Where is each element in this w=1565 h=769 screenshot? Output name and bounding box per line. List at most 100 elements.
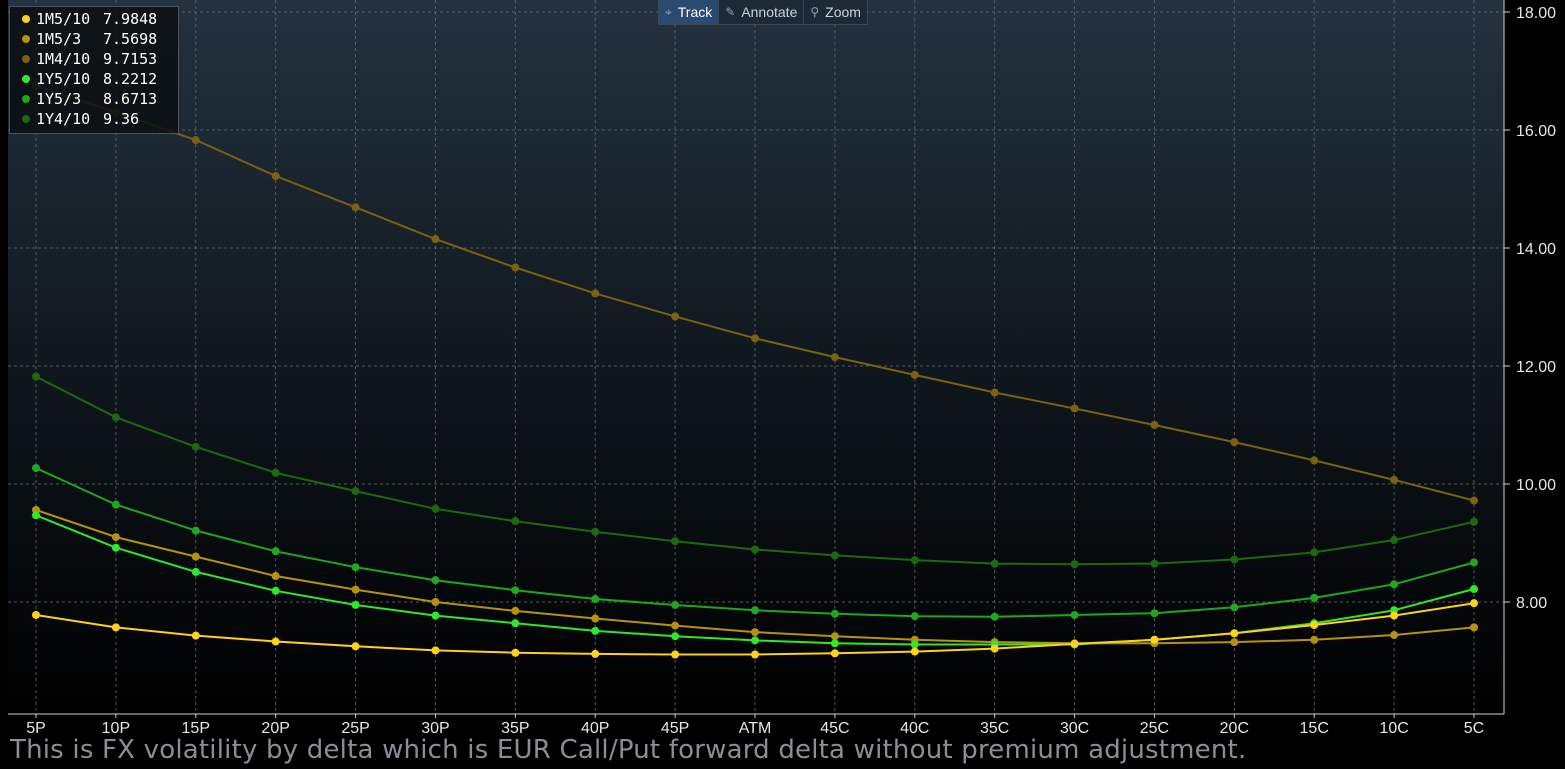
data-point[interactable] <box>910 612 919 621</box>
data-point[interactable] <box>910 640 919 649</box>
data-point[interactable] <box>1230 638 1239 647</box>
data-point[interactable] <box>111 533 120 542</box>
data-point[interactable] <box>671 650 680 659</box>
data-point[interactable] <box>990 612 999 621</box>
data-point[interactable] <box>1470 517 1478 526</box>
data-point[interactable] <box>271 572 280 581</box>
data-point[interactable] <box>191 442 200 451</box>
data-point[interactable] <box>830 353 839 362</box>
data-point[interactable] <box>990 388 999 397</box>
data-point[interactable] <box>1390 631 1399 640</box>
data-point[interactable] <box>271 468 280 477</box>
data-point[interactable] <box>671 600 680 609</box>
data-point[interactable] <box>1150 635 1159 644</box>
data-point[interactable] <box>271 637 280 646</box>
data-point[interactable] <box>1390 580 1399 589</box>
data-point[interactable] <box>751 628 759 637</box>
data-point[interactable] <box>271 586 280 595</box>
data-point[interactable] <box>591 595 600 604</box>
data-point[interactable] <box>1470 623 1478 632</box>
legend-item[interactable]: 1M5/10 7.9848 <box>10 9 178 29</box>
data-point[interactable] <box>591 626 600 635</box>
data-point[interactable] <box>32 511 40 520</box>
data-point[interactable] <box>1070 639 1079 648</box>
data-point[interactable] <box>751 636 759 645</box>
data-point[interactable] <box>351 585 360 594</box>
data-point[interactable] <box>1230 629 1239 638</box>
data-point[interactable] <box>751 334 759 343</box>
data-point[interactable] <box>1150 559 1159 568</box>
data-point[interactable] <box>591 614 600 623</box>
data-point[interactable] <box>431 611 440 620</box>
data-point[interactable] <box>751 606 759 615</box>
data-point[interactable] <box>751 545 759 554</box>
data-point[interactable] <box>751 650 759 659</box>
data-point[interactable] <box>511 648 520 657</box>
data-point[interactable] <box>671 621 680 630</box>
data-point[interactable] <box>111 500 120 509</box>
data-point[interactable] <box>910 556 919 565</box>
data-point[interactable] <box>1070 560 1079 569</box>
data-point[interactable] <box>591 527 600 536</box>
data-point[interactable] <box>511 619 520 628</box>
data-point[interactable] <box>1070 404 1079 413</box>
data-point[interactable] <box>1310 456 1319 465</box>
data-point[interactable] <box>830 649 839 658</box>
data-point[interactable] <box>351 642 360 651</box>
zoom-button[interactable]: ⚲ Zoom <box>804 0 867 24</box>
data-point[interactable] <box>351 487 360 496</box>
data-point[interactable] <box>1150 421 1159 429</box>
data-point[interactable] <box>191 526 200 535</box>
data-point[interactable] <box>1310 548 1319 557</box>
data-point[interactable] <box>1150 609 1159 618</box>
data-point[interactable] <box>511 517 520 526</box>
data-point[interactable] <box>511 586 520 595</box>
data-point[interactable] <box>830 632 839 641</box>
data-point[interactable] <box>1230 438 1239 447</box>
data-point[interactable] <box>830 609 839 618</box>
legend-item[interactable]: 1Y5/10 8.2212 <box>10 69 178 89</box>
data-point[interactable] <box>32 464 40 473</box>
legend-item[interactable]: 1Y5/3 8.6713 <box>10 89 178 109</box>
data-point[interactable] <box>1470 585 1478 594</box>
data-point[interactable] <box>32 372 40 381</box>
data-point[interactable] <box>910 370 919 379</box>
data-point[interactable] <box>1310 593 1319 602</box>
data-point[interactable] <box>1230 555 1239 564</box>
data-point[interactable] <box>910 647 919 656</box>
track-button[interactable]: ⌖ Track <box>659 0 720 24</box>
data-point[interactable] <box>1470 599 1478 608</box>
data-point[interactable] <box>431 576 440 585</box>
data-point[interactable] <box>431 646 440 655</box>
data-point[interactable] <box>830 551 839 560</box>
annotate-button[interactable]: ✎ Annotate <box>719 0 805 24</box>
data-point[interactable] <box>990 644 999 653</box>
data-point[interactable] <box>111 543 120 552</box>
data-point[interactable] <box>671 312 680 321</box>
legend-item[interactable]: 1M5/3 7.5698 <box>10 29 178 49</box>
data-point[interactable] <box>1390 475 1399 484</box>
data-point[interactable] <box>671 537 680 546</box>
data-point[interactable] <box>351 563 360 572</box>
data-point[interactable] <box>1470 558 1478 567</box>
data-point[interactable] <box>1390 611 1399 620</box>
data-point[interactable] <box>271 172 280 181</box>
data-point[interactable] <box>111 413 120 422</box>
data-point[interactable] <box>511 606 520 615</box>
legend-item[interactable]: 1Y4/10 9.36 <box>10 109 178 129</box>
data-point[interactable] <box>830 639 839 648</box>
data-point[interactable] <box>1230 603 1239 612</box>
data-point[interactable] <box>1470 496 1478 505</box>
data-point[interactable] <box>191 552 200 561</box>
data-point[interactable] <box>1310 635 1319 644</box>
data-point[interactable] <box>191 567 200 576</box>
data-point[interactable] <box>351 600 360 609</box>
data-point[interactable] <box>671 632 680 641</box>
data-point[interactable] <box>511 263 520 272</box>
data-point[interactable] <box>990 559 999 568</box>
data-point[interactable] <box>271 547 280 556</box>
data-point[interactable] <box>191 136 200 145</box>
data-point[interactable] <box>431 598 440 606</box>
data-point[interactable] <box>191 631 200 640</box>
data-point[interactable] <box>32 610 40 619</box>
